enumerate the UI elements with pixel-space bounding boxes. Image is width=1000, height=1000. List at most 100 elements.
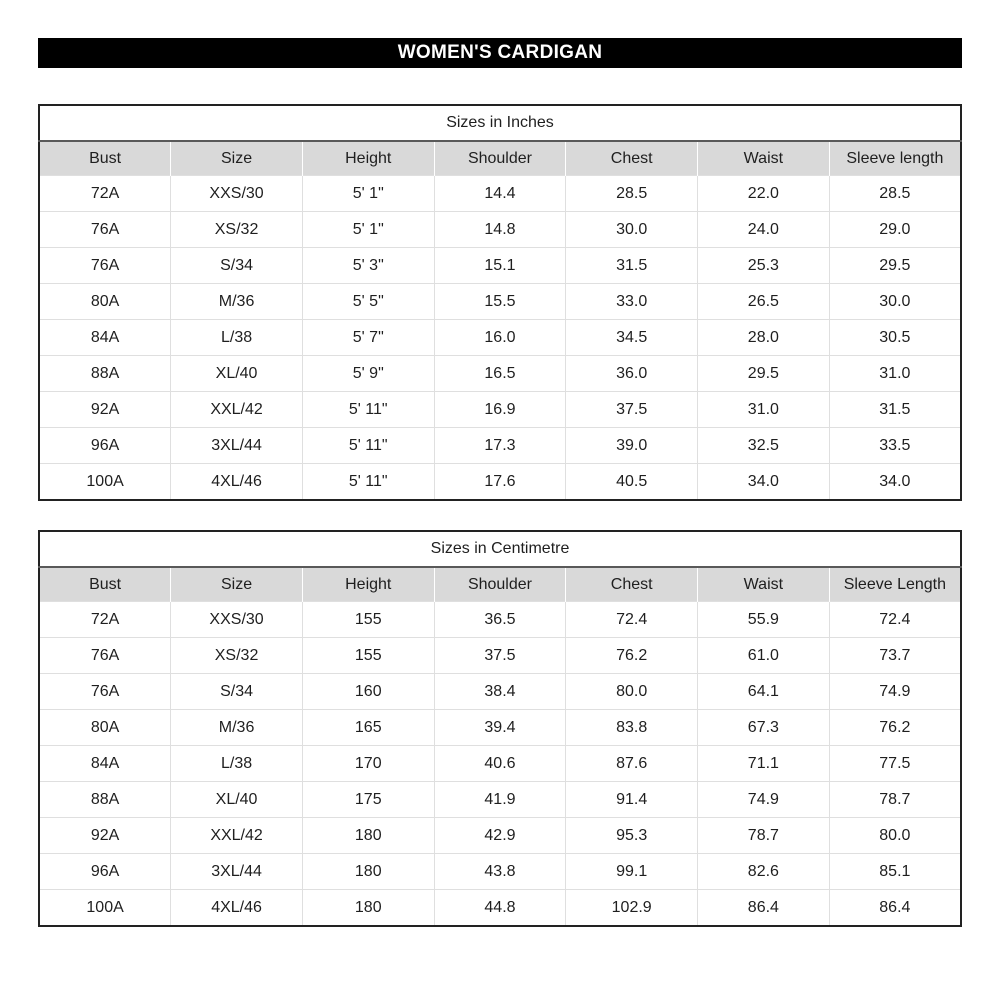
table-cell: 180 bbox=[301, 889, 435, 927]
table-row: 88A XL/40 175 41.9 91.4 74.9 78.7 bbox=[38, 781, 962, 818]
table-cell: 38.4 bbox=[433, 673, 567, 710]
table-cell: L/38 bbox=[170, 745, 303, 782]
table-cell: 16.9 bbox=[433, 391, 567, 428]
table-cell: 102.9 bbox=[565, 889, 699, 927]
table-cell: 37.5 bbox=[565, 391, 699, 428]
table-cell: 17.3 bbox=[433, 427, 567, 464]
table-cell: 30.0 bbox=[828, 283, 962, 320]
table-cell: 82.6 bbox=[697, 853, 830, 890]
table-row: 100A 4XL/46 5' 11" 17.6 40.5 34.0 34.0 bbox=[38, 463, 962, 501]
table-cell: XXL/42 bbox=[170, 391, 303, 428]
table-row: 84A L/38 170 40.6 87.6 71.1 77.5 bbox=[38, 745, 962, 782]
table-cell: 16.0 bbox=[433, 319, 567, 356]
table-cell: XXS/30 bbox=[170, 175, 303, 212]
column-header: Waist bbox=[697, 141, 830, 176]
column-header: Shoulder bbox=[433, 567, 566, 602]
table-cell: 5' 3" bbox=[301, 247, 435, 284]
table-cell: 29.5 bbox=[828, 247, 962, 284]
table-cell: 14.8 bbox=[433, 211, 567, 248]
table-cell: 76A bbox=[38, 211, 172, 248]
table-cell: 5' 1" bbox=[301, 175, 435, 212]
table-cell: 31.0 bbox=[828, 355, 962, 392]
table-cell: M/36 bbox=[170, 709, 303, 746]
table-cell: 78.7 bbox=[828, 781, 962, 818]
table-cell: 72A bbox=[38, 175, 172, 212]
sizes-in-inches-section: Sizes in Inches Bust Size Height Shoulder Ch… bbox=[38, 104, 962, 501]
table-cell: 28.5 bbox=[828, 175, 962, 212]
table-cell: 25.3 bbox=[697, 247, 830, 284]
table-cell: 24.0 bbox=[697, 211, 830, 248]
table-cell: 39.0 bbox=[565, 427, 699, 464]
table-cell: 41.9 bbox=[433, 781, 567, 818]
column-header: Size bbox=[170, 567, 303, 602]
table-cell: 99.1 bbox=[565, 853, 699, 890]
table-cell: 29.5 bbox=[697, 355, 830, 392]
column-header: Waist bbox=[697, 567, 830, 602]
table-title-row: Sizes in Inches bbox=[39, 105, 961, 142]
table-cell: 180 bbox=[301, 853, 435, 890]
table-cell: 85.1 bbox=[828, 853, 962, 890]
table-cell: 160 bbox=[301, 673, 435, 710]
table-cell: 76.2 bbox=[565, 637, 699, 674]
table-cell: 44.8 bbox=[433, 889, 567, 927]
table-cell: 42.9 bbox=[433, 817, 567, 854]
table-cell: XL/40 bbox=[170, 355, 303, 392]
table-body: 72A XXS/30 5' 1" 14.4 28.5 22.0 28.5 76A XS/32 5'… bbox=[38, 175, 962, 501]
column-header-row: Bust Size Height Shoulder Chest Waist Sleeve L… bbox=[39, 567, 961, 602]
table-cell: XXS/30 bbox=[170, 601, 303, 638]
table-cell: 78.7 bbox=[697, 817, 830, 854]
table-row: 92A XXL/42 5' 11" 16.9 37.5 31.0 31.5 bbox=[38, 391, 962, 428]
table-row: 76A XS/32 5' 1" 14.8 30.0 24.0 29.0 bbox=[38, 211, 962, 248]
table-cell: L/38 bbox=[170, 319, 303, 356]
column-header: Height bbox=[301, 567, 435, 602]
table-row: 72A XXS/30 155 36.5 72.4 55.9 72.4 bbox=[38, 601, 962, 638]
table-row: 72A XXS/30 5' 1" 14.4 28.5 22.0 28.5 bbox=[38, 175, 962, 212]
table-cell: 64.1 bbox=[697, 673, 830, 710]
table-cell: 74.9 bbox=[828, 673, 962, 710]
table-cell: 80A bbox=[38, 709, 172, 746]
table-cell: 15.5 bbox=[433, 283, 567, 320]
table-cell: 67.3 bbox=[697, 709, 830, 746]
table-cell: M/36 bbox=[170, 283, 303, 320]
table-cell: 28.5 bbox=[565, 175, 699, 212]
table-cell: 3XL/44 bbox=[170, 853, 303, 890]
table-cell: 5' 11" bbox=[301, 391, 435, 428]
table-cell: 95.3 bbox=[565, 817, 699, 854]
table-cell: 15.1 bbox=[433, 247, 567, 284]
table-cell: 84A bbox=[38, 319, 172, 356]
table-cell: 155 bbox=[301, 601, 435, 638]
table-cell: 31.0 bbox=[697, 391, 830, 428]
table-cell: 100A bbox=[38, 889, 172, 927]
table-cell: 4XL/46 bbox=[170, 463, 303, 501]
table-cell: 76A bbox=[38, 637, 172, 674]
table-cell: 170 bbox=[301, 745, 435, 782]
table-row: 80A M/36 5' 5" 15.5 33.0 26.5 30.0 bbox=[38, 283, 962, 320]
table-cell: 74.9 bbox=[697, 781, 830, 818]
table-cell: 33.0 bbox=[565, 283, 699, 320]
table-cell: 91.4 bbox=[565, 781, 699, 818]
table-cell: 96A bbox=[38, 427, 172, 464]
table-cell: 80.0 bbox=[828, 817, 962, 854]
table-cell: 83.8 bbox=[565, 709, 699, 746]
table-cell: 72.4 bbox=[828, 601, 962, 638]
table-cell: XS/32 bbox=[170, 211, 303, 248]
table-cell: 155 bbox=[301, 637, 435, 674]
table-cell: 3XL/44 bbox=[170, 427, 303, 464]
table-cell: 80A bbox=[38, 283, 172, 320]
column-header: Sleeve length bbox=[828, 141, 961, 176]
table-cell: S/34 bbox=[170, 247, 303, 284]
table-row: 80A M/36 165 39.4 83.8 67.3 76.2 bbox=[38, 709, 962, 746]
table-cell: 180 bbox=[301, 817, 435, 854]
table-cell: XL/40 bbox=[170, 781, 303, 818]
table-cell: 5' 11" bbox=[301, 427, 435, 464]
table-cell: 36.5 bbox=[433, 601, 567, 638]
table-cell: 175 bbox=[301, 781, 435, 818]
table-cell: 32.5 bbox=[697, 427, 830, 464]
table-cell: 61.0 bbox=[697, 637, 830, 674]
column-header: Bust bbox=[39, 567, 171, 602]
table-cell: 5' 11" bbox=[301, 463, 435, 501]
table-cell: 100A bbox=[38, 463, 172, 501]
table-cell: 5' 7" bbox=[301, 319, 435, 356]
page-title: WOMEN'S CARDIGAN bbox=[397, 42, 603, 63]
